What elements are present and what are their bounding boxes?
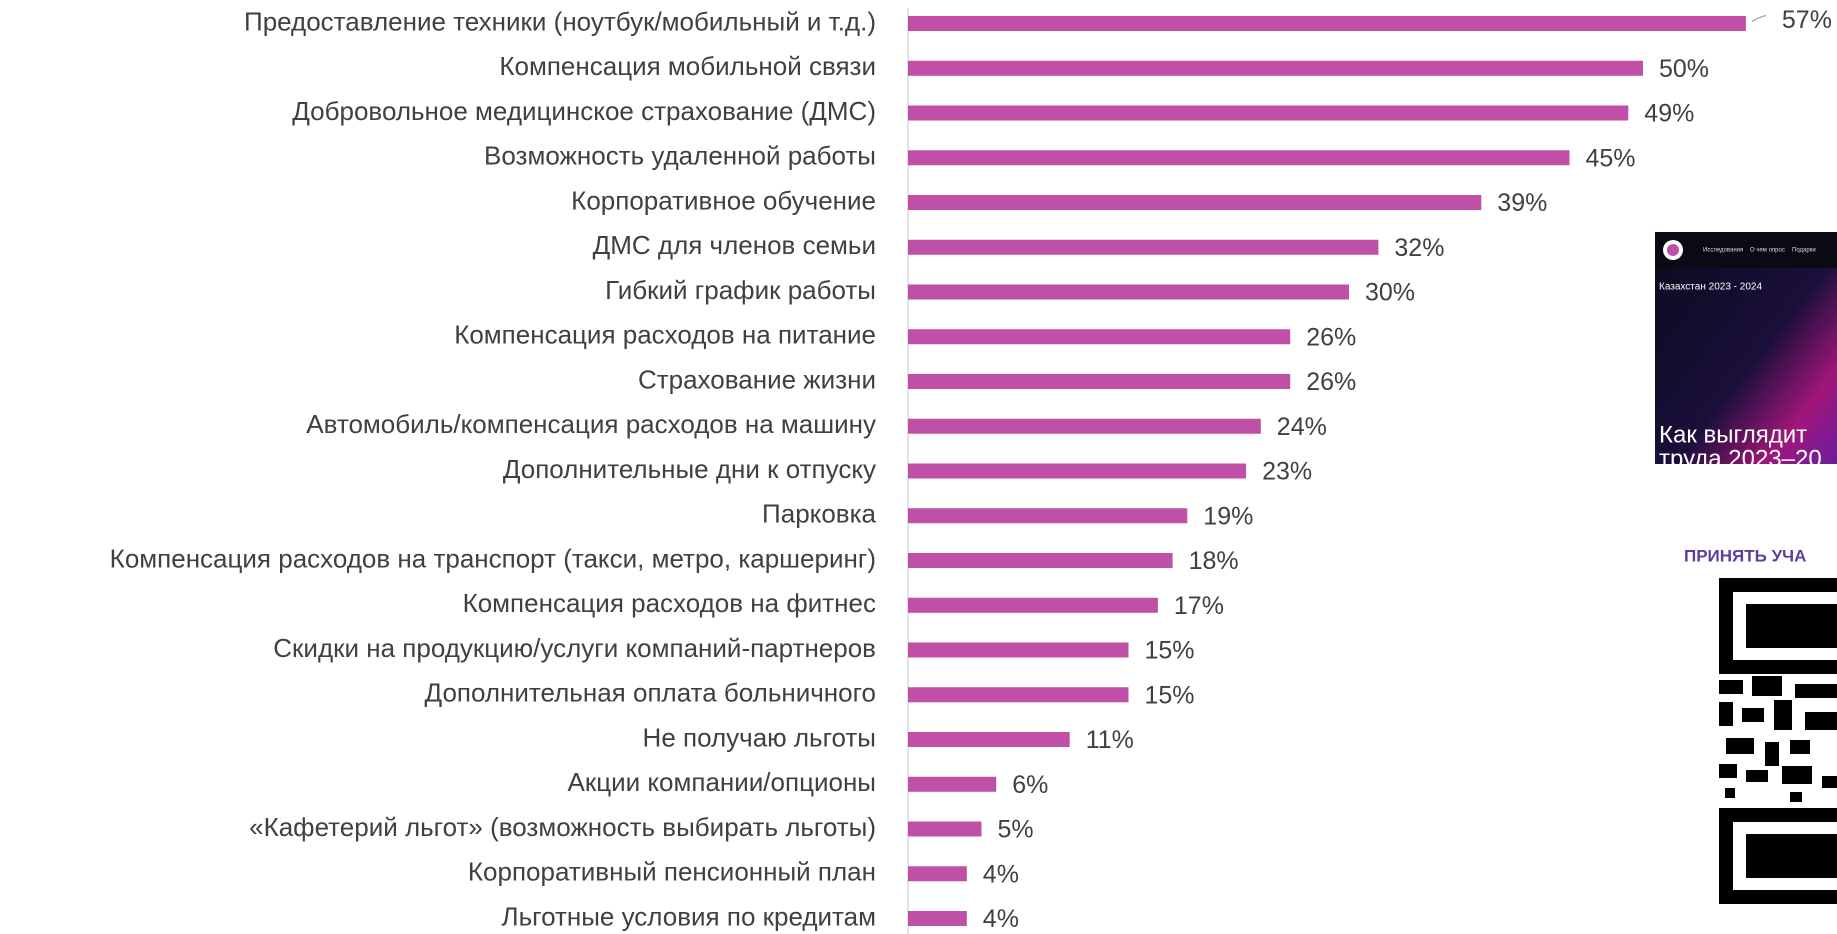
leader-line bbox=[1751, 14, 1767, 22]
bar bbox=[908, 642, 1129, 658]
bar bbox=[908, 374, 1291, 389]
qr-code bbox=[1719, 578, 1837, 904]
value-label: 15% bbox=[1145, 681, 1195, 709]
value-label: 4% bbox=[983, 860, 1019, 888]
value-label: 23% bbox=[1262, 458, 1312, 486]
value-label: 4% bbox=[983, 905, 1019, 933]
category-label: Компенсация мобильной связи bbox=[499, 51, 876, 81]
value-label: 15% bbox=[1145, 637, 1195, 665]
value-label: 50% bbox=[1659, 55, 1709, 83]
value-label: 39% bbox=[1497, 189, 1547, 217]
nav-item[interactable]: Подарки bbox=[1792, 248, 1816, 254]
category-label: Дополнительные дни к отпуску bbox=[503, 454, 876, 484]
bar bbox=[908, 329, 1291, 345]
value-label: 24% bbox=[1277, 413, 1327, 441]
category-label: Акции компании/опционы bbox=[567, 767, 876, 797]
bar bbox=[908, 508, 1188, 524]
bar bbox=[908, 732, 1070, 747]
category-label: Добровольное медицинское страхование (ДМ… bbox=[292, 96, 876, 126]
bar bbox=[908, 821, 982, 837]
bar bbox=[908, 418, 1261, 434]
bar bbox=[908, 150, 1570, 166]
value-label: 45% bbox=[1586, 144, 1636, 172]
category-label: Парковка bbox=[762, 499, 876, 529]
category-label: Не получаю льготы bbox=[643, 722, 876, 752]
bar bbox=[908, 195, 1482, 210]
bar bbox=[908, 239, 1379, 255]
value-label: 11% bbox=[1086, 726, 1134, 754]
category-label: Компенсация расходов на фитнес bbox=[463, 588, 876, 618]
category-label: Скидки на продукцию/услуги компаний-парт… bbox=[273, 633, 876, 663]
category-label: Льготные условия по кредитам bbox=[502, 901, 876, 931]
value-label: 19% bbox=[1203, 502, 1253, 530]
promo-button[interactable]: ПРИНЯТЬ УЧА bbox=[1684, 546, 1806, 565]
value-label: 57% bbox=[1782, 6, 1832, 34]
category-label: Корпоративное обучение bbox=[571, 185, 876, 215]
promo-headline: Как выглядит bbox=[1659, 421, 1807, 448]
promo-headline: труда 2023–20 bbox=[1659, 445, 1822, 472]
bar bbox=[908, 16, 1746, 31]
category-label: Компенсация расходов на питание bbox=[454, 320, 876, 350]
promo-nav-bar bbox=[1655, 232, 1837, 268]
category-label: Дополнительная оплата больничного bbox=[425, 678, 876, 708]
bar bbox=[908, 597, 1158, 613]
bar bbox=[908, 776, 997, 792]
value-label: 18% bbox=[1189, 547, 1239, 575]
value-label: 30% bbox=[1365, 279, 1415, 307]
value-label: 6% bbox=[1012, 771, 1048, 799]
nav-item[interactable]: Исследования bbox=[1703, 248, 1743, 254]
category-label: Автомобиль/компенсация расходов на машин… bbox=[306, 409, 876, 439]
category-label: Возможность удаленной работы bbox=[484, 141, 876, 171]
bar bbox=[908, 866, 967, 882]
category-label: Корпоративный пенсионный план bbox=[468, 857, 876, 887]
bar bbox=[908, 687, 1129, 703]
bar bbox=[908, 553, 1173, 568]
value-label: 49% bbox=[1644, 100, 1694, 128]
category-label: Страхование жизни bbox=[638, 364, 876, 394]
promo-image bbox=[1655, 232, 1837, 464]
category-label: «Кафетерий льгот» (возможность выбирать … bbox=[249, 812, 876, 842]
promo-caption: Казахстан 2023 - 2024 bbox=[1659, 282, 1762, 293]
value-label: 17% bbox=[1174, 592, 1224, 620]
value-label: 32% bbox=[1394, 234, 1444, 262]
bar bbox=[908, 60, 1643, 76]
bar bbox=[908, 463, 1247, 479]
value-label: 26% bbox=[1306, 323, 1356, 351]
nav-item[interactable]: О чем опрос bbox=[1750, 248, 1785, 254]
promo-panel: Исследования О чем опрос Подарки Казахст… bbox=[1655, 232, 1837, 904]
promo-logo-inner bbox=[1667, 244, 1679, 256]
value-label: 26% bbox=[1306, 368, 1356, 396]
value-label: 5% bbox=[998, 816, 1034, 844]
category-label: Компенсация расходов на транспорт (такси… bbox=[110, 543, 876, 573]
bar bbox=[908, 284, 1349, 300]
bar bbox=[908, 911, 967, 926]
bar bbox=[908, 105, 1629, 121]
category-label: Предоставление техники (ноутбук/мобильны… bbox=[244, 6, 876, 36]
category-label: Гибкий график работы bbox=[605, 275, 876, 305]
category-label: ДМС для членов семьи bbox=[593, 230, 876, 260]
